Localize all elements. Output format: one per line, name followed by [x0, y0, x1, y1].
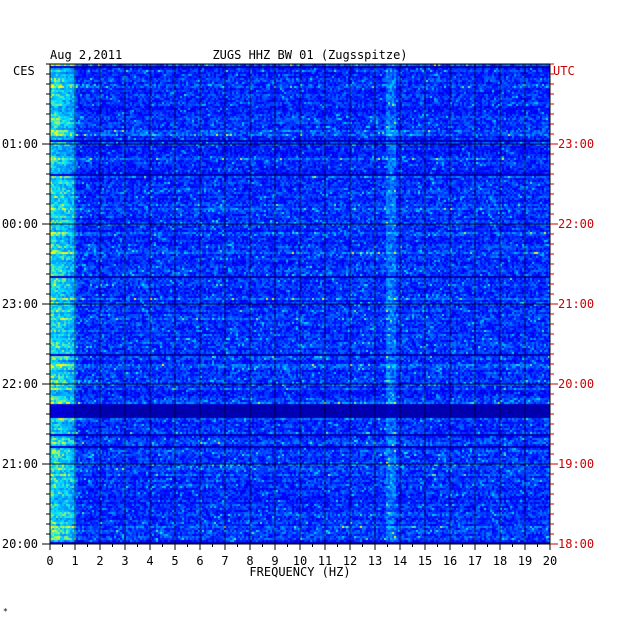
left-time-ticks: 01:00 00:00 23:00 22:00 21:00 20:00: [2, 63, 50, 551]
x-tick-label: 10: [293, 554, 307, 568]
x-tick-label: 4: [146, 554, 153, 568]
x-tick-label: 11: [318, 554, 332, 568]
x-tick-label: 20: [543, 554, 557, 568]
x-tick-label: 8: [246, 554, 253, 568]
x-tick-label: 0: [46, 554, 53, 568]
left-hour-label: 21:00: [2, 457, 38, 471]
x-tick-label: 16: [443, 554, 457, 568]
right-hour-label: 22:00: [558, 217, 594, 231]
right-hour-label: 20:00: [558, 377, 594, 391]
corner-mark: *: [3, 607, 8, 616]
x-tick-label: 12: [343, 554, 357, 568]
chart-date: Aug 2,2011: [50, 48, 122, 62]
left-axis-label: CES: [13, 64, 35, 78]
x-tick-label: 5: [171, 554, 178, 568]
x-tick-label: 17: [468, 554, 482, 568]
right-hour-label: 18:00: [558, 537, 594, 551]
x-tick-label: 3: [121, 554, 128, 568]
x-tick-label: 14: [393, 554, 407, 568]
right-hour-label: 23:00: [558, 137, 594, 151]
left-hour-label: 00:00: [2, 217, 38, 231]
x-tick-label: 6: [196, 554, 203, 568]
right-time-ticks: 23:00 22:00 21:00 20:00 19:00 18:00: [550, 63, 594, 551]
right-hour-label: 19:00: [558, 457, 594, 471]
x-tick-label: 1: [71, 554, 78, 568]
x-tick-label: 15: [418, 554, 432, 568]
x-axis-label: FREQUENCY (HZ): [249, 565, 350, 579]
x-tick-label: 19: [518, 554, 532, 568]
x-tick-label: 13: [368, 554, 382, 568]
x-tick-label: 7: [221, 554, 228, 568]
x-tick-label: 9: [271, 554, 278, 568]
chart-title: ZUGS HHZ BW 01 (Zugsspitze): [212, 48, 407, 62]
time-grid-lines: [50, 143, 550, 465]
x-axis-ticks: 0 1 2 3 4 5 6 7 8 9 10 11 12 13 14 15 16 17 18 19 20: [46, 544, 557, 568]
left-hour-label: 01:00: [2, 137, 38, 151]
left-hour-label: 22:00: [2, 377, 38, 391]
left-hour-label: 20:00: [2, 537, 38, 551]
left-hour-label: 23:00: [2, 297, 38, 311]
x-tick-label: 2: [96, 554, 103, 568]
x-tick-label: 18: [493, 554, 507, 568]
right-axis-label: UTC: [553, 64, 575, 78]
right-hour-label: 21:00: [558, 297, 594, 311]
